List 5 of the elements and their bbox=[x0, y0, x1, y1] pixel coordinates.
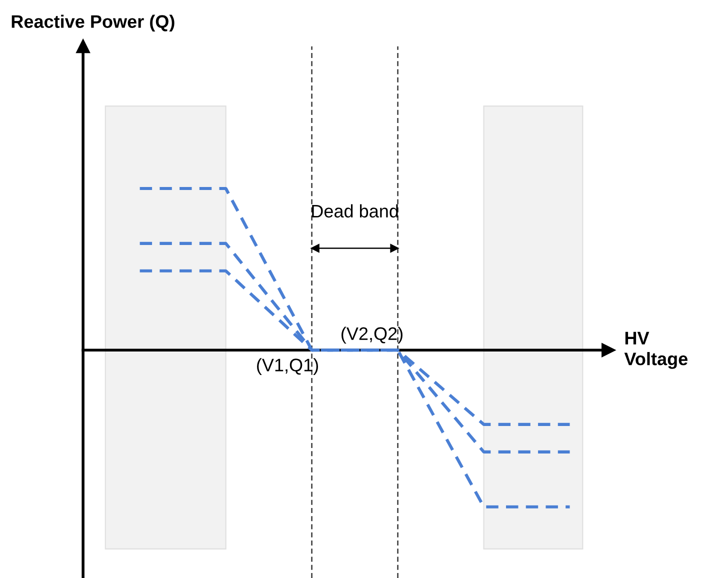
x-axis-title: HV Voltage bbox=[624, 332, 688, 369]
text: Reactive Power (Q) bbox=[12, 14, 174, 32]
annotation: (V1,Q1) bbox=[257, 358, 318, 376]
annotation: (V2,Q2) bbox=[342, 326, 402, 344]
annotation: Dead band bbox=[312, 204, 398, 218]
